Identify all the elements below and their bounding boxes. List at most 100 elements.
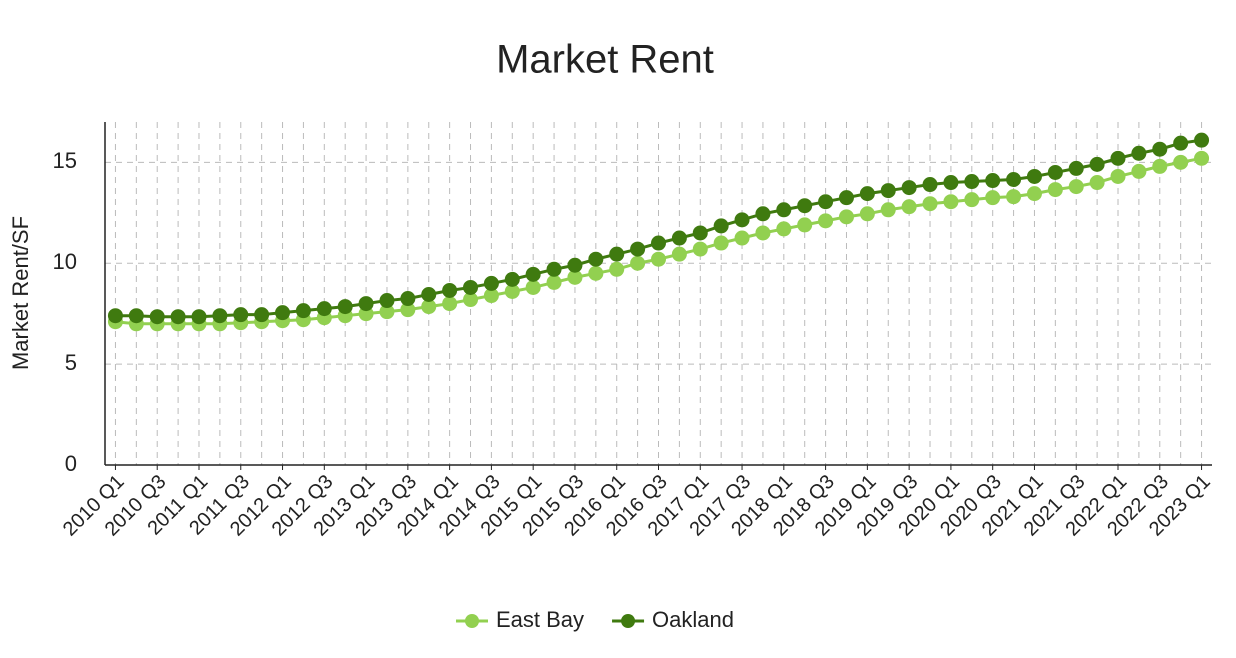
data-point (671, 246, 687, 262)
data-point (1110, 150, 1126, 166)
data-point (859, 186, 875, 202)
data-point (880, 183, 896, 199)
data-point (1131, 145, 1147, 161)
data-point (483, 288, 499, 304)
data-point (149, 309, 165, 325)
data-point (671, 230, 687, 246)
data-point (1152, 158, 1168, 174)
data-point (107, 308, 123, 324)
data-point (713, 218, 729, 234)
data-point (755, 206, 771, 222)
data-point (943, 175, 959, 191)
data-point (1194, 150, 1210, 166)
data-point (254, 307, 270, 323)
data-point (1006, 172, 1022, 188)
data-point (943, 194, 959, 210)
data-point (463, 279, 479, 295)
data-point (567, 257, 583, 273)
data-point (525, 279, 541, 295)
data-point (358, 296, 374, 312)
data-point (588, 265, 604, 281)
data-point (818, 194, 834, 210)
data-point (546, 274, 562, 290)
y-tick-label: 0 (65, 451, 77, 476)
data-point (859, 206, 875, 222)
data-point (128, 308, 144, 324)
data-point (504, 283, 520, 299)
data-point (379, 304, 395, 320)
data-point (692, 225, 708, 241)
data-point (504, 271, 520, 287)
data-point (442, 296, 458, 312)
data-point (337, 299, 353, 315)
data-point (1194, 132, 1210, 148)
data-point (797, 198, 813, 214)
data-point (630, 255, 646, 271)
data-point (880, 202, 896, 218)
data-point (233, 307, 249, 323)
data-point (1173, 154, 1189, 170)
data-point (1089, 175, 1105, 191)
legend-label: Oakland (652, 607, 734, 632)
data-point (609, 246, 625, 262)
data-point (1068, 179, 1084, 195)
data-point (609, 261, 625, 277)
data-point (1047, 182, 1063, 198)
data-point (1026, 168, 1042, 184)
data-point (901, 199, 917, 215)
data-point (421, 287, 437, 303)
data-point (734, 212, 750, 228)
legend-marker (465, 614, 479, 628)
data-point (838, 209, 854, 225)
data-point (1131, 163, 1147, 179)
data-point (1026, 186, 1042, 202)
legend-label: East Bay (496, 607, 584, 632)
data-point (630, 241, 646, 257)
data-point (212, 308, 228, 324)
y-tick-label: 10 (53, 249, 77, 274)
legend-marker (621, 614, 636, 628)
data-point (588, 251, 604, 267)
data-point (692, 241, 708, 257)
data-point (275, 305, 291, 321)
data-point (483, 275, 499, 291)
data-point (964, 174, 980, 190)
data-point (1006, 189, 1022, 205)
data-point (922, 196, 938, 212)
data-point (525, 266, 541, 282)
data-point (1152, 141, 1168, 157)
data-point (170, 309, 186, 325)
data-point (922, 177, 938, 193)
data-point (400, 291, 416, 307)
data-point (797, 217, 813, 233)
data-point (964, 192, 980, 208)
data-point (755, 225, 771, 241)
data-point (191, 309, 207, 325)
data-point (713, 235, 729, 251)
y-tick-label: 5 (65, 350, 77, 375)
data-point (651, 251, 666, 267)
data-point (651, 235, 666, 251)
data-point (776, 202, 792, 218)
chart-title: Market Rent (496, 38, 714, 82)
data-point (400, 302, 416, 318)
data-point (463, 292, 479, 308)
y-tick-label: 15 (53, 148, 77, 173)
data-point (1089, 156, 1105, 172)
data-point (838, 190, 854, 206)
data-point (295, 303, 311, 319)
data-point (985, 190, 1001, 206)
data-point (316, 301, 332, 317)
data-point (901, 180, 917, 196)
data-point (734, 230, 750, 246)
data-point (1068, 160, 1084, 176)
data-point (776, 221, 792, 237)
data-point (1047, 164, 1063, 180)
data-point (546, 261, 562, 277)
data-point (818, 213, 834, 229)
y-axis-label: Market Rent/SF (8, 216, 33, 370)
data-point (567, 269, 583, 285)
data-point (379, 293, 395, 309)
data-point (421, 299, 437, 315)
